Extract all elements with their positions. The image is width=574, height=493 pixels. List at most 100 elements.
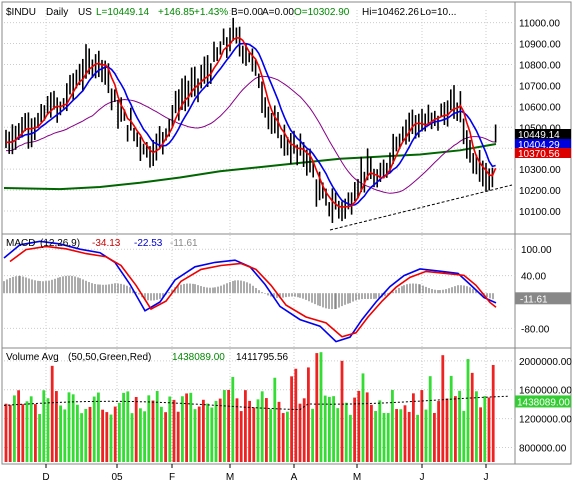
volume-bar xyxy=(340,360,344,462)
volume-bar xyxy=(395,409,398,462)
volume-bar xyxy=(223,390,226,462)
volume-bar xyxy=(344,402,348,462)
volume-bar xyxy=(185,393,188,462)
volume-bar xyxy=(88,406,92,462)
macd-badge: -11.61 xyxy=(520,294,548,305)
volume-bar xyxy=(491,364,495,462)
volume-bar xyxy=(441,355,445,462)
volume-bar xyxy=(80,413,83,462)
volume-bar xyxy=(227,389,230,462)
header-period: Daily xyxy=(46,7,68,18)
volume-bar xyxy=(454,396,457,462)
volume-bar xyxy=(449,375,453,462)
macd-tick: -80.00 xyxy=(521,324,550,335)
volume-bar xyxy=(256,399,260,462)
x-axis-ticks: D 05 F M A M J J xyxy=(42,464,489,483)
price-badge-bg xyxy=(515,139,571,149)
volume-bar xyxy=(38,414,41,462)
macd-axis-badge: -11.61 xyxy=(515,292,571,305)
price-tick: 10300.00 xyxy=(519,165,561,176)
volume-bar xyxy=(307,367,310,462)
volume-bar xyxy=(239,411,243,462)
volume-bar xyxy=(311,408,314,462)
volume-bar xyxy=(189,392,193,462)
volume-bar xyxy=(55,391,58,462)
volume-tick: 1200000.00 xyxy=(519,415,572,426)
volume-bar xyxy=(466,359,470,462)
volume-bar xyxy=(302,398,306,462)
macd-histogram xyxy=(3,275,494,310)
volume-gridlines xyxy=(4,360,515,449)
volume-bar xyxy=(235,398,239,462)
volume-bar xyxy=(319,352,323,462)
volume-bar xyxy=(391,389,394,462)
volume-bar xyxy=(403,405,407,462)
volume-bar xyxy=(269,409,272,462)
volume-bar xyxy=(172,399,176,462)
header-field: +1.43% xyxy=(194,7,228,18)
x-tick-label: J xyxy=(420,472,425,483)
volume-bar xyxy=(105,412,109,462)
price-badge-bg xyxy=(515,148,571,158)
time-gridlines xyxy=(45,10,487,464)
volume-bar xyxy=(370,404,373,462)
volume-bar xyxy=(193,409,197,462)
ma-mid-line xyxy=(5,42,496,206)
volume-bar xyxy=(67,392,71,462)
header-field: L=10449.14 xyxy=(96,7,150,18)
header-field: Hi=10462.26 xyxy=(362,7,419,18)
macd-label: MACD xyxy=(6,238,35,249)
header-exchange: US xyxy=(78,7,92,18)
volume-bar xyxy=(147,395,151,462)
price-tick: 10800.00 xyxy=(519,60,561,71)
price-tick: 10500.00 xyxy=(519,123,561,134)
price-badge: 10370.56 xyxy=(518,149,560,160)
macd-signal-line xyxy=(9,245,497,338)
volume-bar xyxy=(273,377,277,462)
macd-axis-ticks: 100.00 40.00 -80.00 xyxy=(521,245,552,335)
volume-bar xyxy=(59,405,62,462)
volume-values: 1438089.00 1411795.56 xyxy=(172,352,289,363)
volume-label: Volume Avg xyxy=(6,352,59,363)
volume-value: 1438089.00 xyxy=(172,352,225,363)
volume-bar xyxy=(231,376,235,462)
volume-bar xyxy=(63,409,67,462)
volume-bar xyxy=(248,400,251,462)
macd-value: -34.13 xyxy=(92,238,121,249)
volume-axis-ticks: 2000000.00 1600000.00 1200000.00 800000.00 xyxy=(519,357,572,455)
volume-bar xyxy=(197,406,201,462)
volume-bar xyxy=(210,407,214,462)
volume-bar xyxy=(281,413,285,462)
ma-fast-path xyxy=(5,37,497,208)
price-tick: 10900.00 xyxy=(519,40,561,51)
volume-bar xyxy=(445,398,449,462)
trendline xyxy=(329,184,513,231)
volume-bar xyxy=(218,398,222,462)
volume-bar xyxy=(143,411,146,462)
volume-bar xyxy=(353,397,356,462)
macd-line xyxy=(3,240,497,343)
volume-bar xyxy=(420,390,424,462)
x-tick-label: 05 xyxy=(111,472,123,483)
volume-bar xyxy=(428,376,432,462)
x-tick-label: F xyxy=(169,472,175,483)
volume-tick: 1600000.00 xyxy=(519,386,572,397)
volume-bar xyxy=(214,400,218,462)
volume-bar xyxy=(181,396,184,462)
volume-bar xyxy=(29,396,33,462)
header-field: O=10302.90 xyxy=(294,7,350,18)
volume-bar xyxy=(76,404,79,462)
price-tick: 10600.00 xyxy=(519,102,561,113)
header-symbol: $INDU xyxy=(6,7,36,18)
header-field: Lo=10... xyxy=(420,7,456,18)
signal-path xyxy=(9,245,497,338)
macd-tick: 100.00 xyxy=(521,245,552,256)
volume-bar xyxy=(139,408,142,462)
x-tick-label: J xyxy=(484,472,489,483)
volume-bar xyxy=(365,392,369,462)
volume-bar xyxy=(382,412,386,462)
macd-value: -11.61 xyxy=(170,238,198,249)
volume-bar xyxy=(134,397,138,462)
volume-bar xyxy=(458,390,461,462)
